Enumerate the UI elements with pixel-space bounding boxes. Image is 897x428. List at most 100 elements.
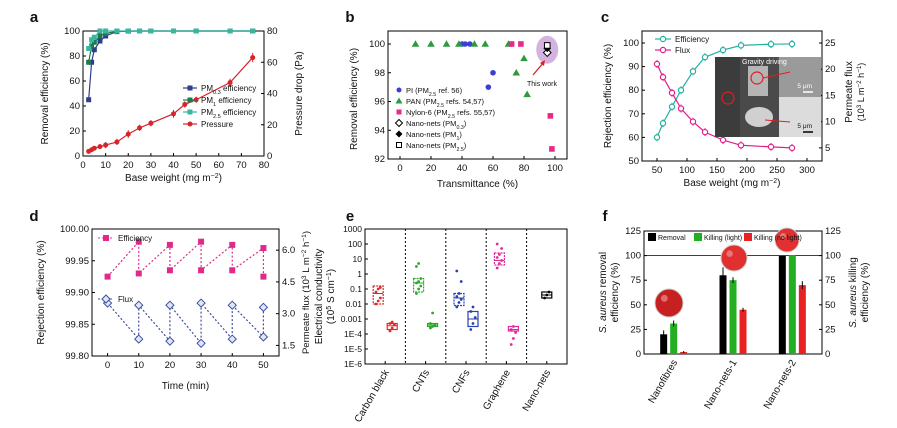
y-tick-label: 0 (825, 349, 830, 360)
y-tick-label: 60 (628, 132, 639, 143)
data-point (374, 302, 378, 306)
data-point (469, 328, 473, 331)
label-part: −2 (769, 178, 777, 185)
data-point (471, 305, 475, 309)
label-part: Permeate flux (844, 61, 855, 123)
label-part: 0.3 (456, 125, 463, 131)
series-line-1 (88, 30, 253, 63)
data-point (227, 80, 233, 86)
label-part: h (856, 73, 866, 81)
data-point (719, 136, 727, 144)
x-tick-label: 30 (196, 360, 207, 371)
label-part: 0.3 (213, 90, 221, 96)
y-tick-label: 100.00 (60, 224, 89, 235)
data-point (193, 28, 199, 34)
data-point (509, 343, 513, 346)
y-tick-label: 0 (267, 151, 272, 162)
x-tick-label: 100 (547, 163, 563, 174)
data-point (719, 46, 727, 54)
data-point (429, 326, 432, 330)
legend-label: PM1 efficiency (201, 96, 252, 108)
scale-bar-label: 5 μm (797, 123, 812, 130)
plot-frame (641, 30, 823, 162)
y-tick-label: 92 (374, 154, 385, 165)
y-tick-label: 5 (825, 143, 830, 154)
legend-label: PM2.5 efficiency (201, 108, 256, 120)
data-point (91, 145, 97, 151)
data-point (459, 280, 463, 283)
plot-frame (82, 30, 265, 157)
y-axis-unit: (105 S cm−1) (326, 269, 338, 324)
label-part: 3 (301, 275, 308, 279)
bar (729, 280, 737, 354)
x-tick-label: 250 (769, 165, 785, 176)
data-point (148, 28, 154, 34)
data-point (677, 86, 685, 94)
plot-frame (387, 30, 568, 160)
y-tick-label: 0.1 (350, 284, 362, 294)
y-tick-label: 50 (628, 156, 639, 167)
x-tick-label: 20 (123, 160, 134, 171)
data-point (198, 267, 205, 274)
label-part: refs. 55,57) (455, 108, 496, 117)
label-part: −2 (301, 249, 308, 257)
label-part: PAN (PM (406, 97, 437, 106)
data-point (171, 28, 176, 34)
legend-marker (187, 85, 193, 91)
y-tick-label: 60 (267, 57, 278, 68)
label-part: L m (301, 257, 312, 275)
label-part: −1 (326, 272, 333, 280)
sem-image-bottom (779, 97, 821, 137)
data-point (171, 111, 176, 117)
petri-dish-highlight (780, 233, 786, 239)
x-tick-label: 200 (739, 165, 755, 176)
data-point (512, 325, 515, 328)
data-point (462, 41, 468, 47)
label-part: Permeate flux (10 (301, 279, 312, 354)
category-label: Nanofibres (647, 358, 681, 405)
y-tick-label: 99.95 (65, 256, 89, 267)
data-point (103, 28, 109, 34)
data-point (668, 89, 676, 97)
x-tick-label: 0 (105, 360, 110, 371)
bar (778, 255, 786, 354)
x-tick-label: 20 (426, 163, 437, 174)
data-point (91, 47, 97, 53)
petri-dish-highlight (726, 250, 733, 257)
data-point (411, 40, 420, 47)
inset-pointer (762, 71, 791, 79)
label-part: −2 (211, 173, 219, 180)
data-point (250, 28, 256, 34)
data-point (498, 262, 501, 265)
legend-label: Nano-nets (PM0.3) (406, 119, 467, 131)
data-point (457, 292, 461, 295)
data-point (86, 97, 92, 103)
data-point (737, 42, 745, 49)
y-tick-label: 99.85 (65, 319, 89, 330)
y-tick-label: 80 (267, 26, 278, 37)
y-axis-label: Removal efficiency (%) (40, 42, 51, 144)
legend-marker (395, 97, 403, 104)
category-label: Carbon black (353, 367, 392, 424)
data-point (417, 280, 420, 283)
data-point (767, 143, 775, 151)
bar (670, 323, 678, 354)
x-tick-label: 0 (80, 160, 85, 171)
legend-marker (187, 97, 193, 103)
data-point (689, 68, 697, 75)
y-tick-label: 75 (825, 275, 836, 286)
legend-marker (659, 35, 667, 43)
data-point (677, 105, 685, 112)
y-tick-label: 1E-4 (344, 329, 362, 339)
legend-swatch (648, 233, 656, 241)
data-point (86, 59, 92, 65)
y-tick-label: 100 (64, 26, 80, 37)
plot-frame (91, 228, 280, 357)
data-point (376, 287, 380, 291)
y2-axis-label: Permeate flux (844, 61, 855, 123)
box (372, 285, 384, 305)
data-point (103, 142, 109, 148)
panel-e: e 1E-6 1E-5 1E-4 0.001 0.01 0.1 1 10 100 1000 Elect… (314, 208, 568, 425)
data-point (514, 331, 517, 334)
arrow-head (540, 60, 545, 66)
